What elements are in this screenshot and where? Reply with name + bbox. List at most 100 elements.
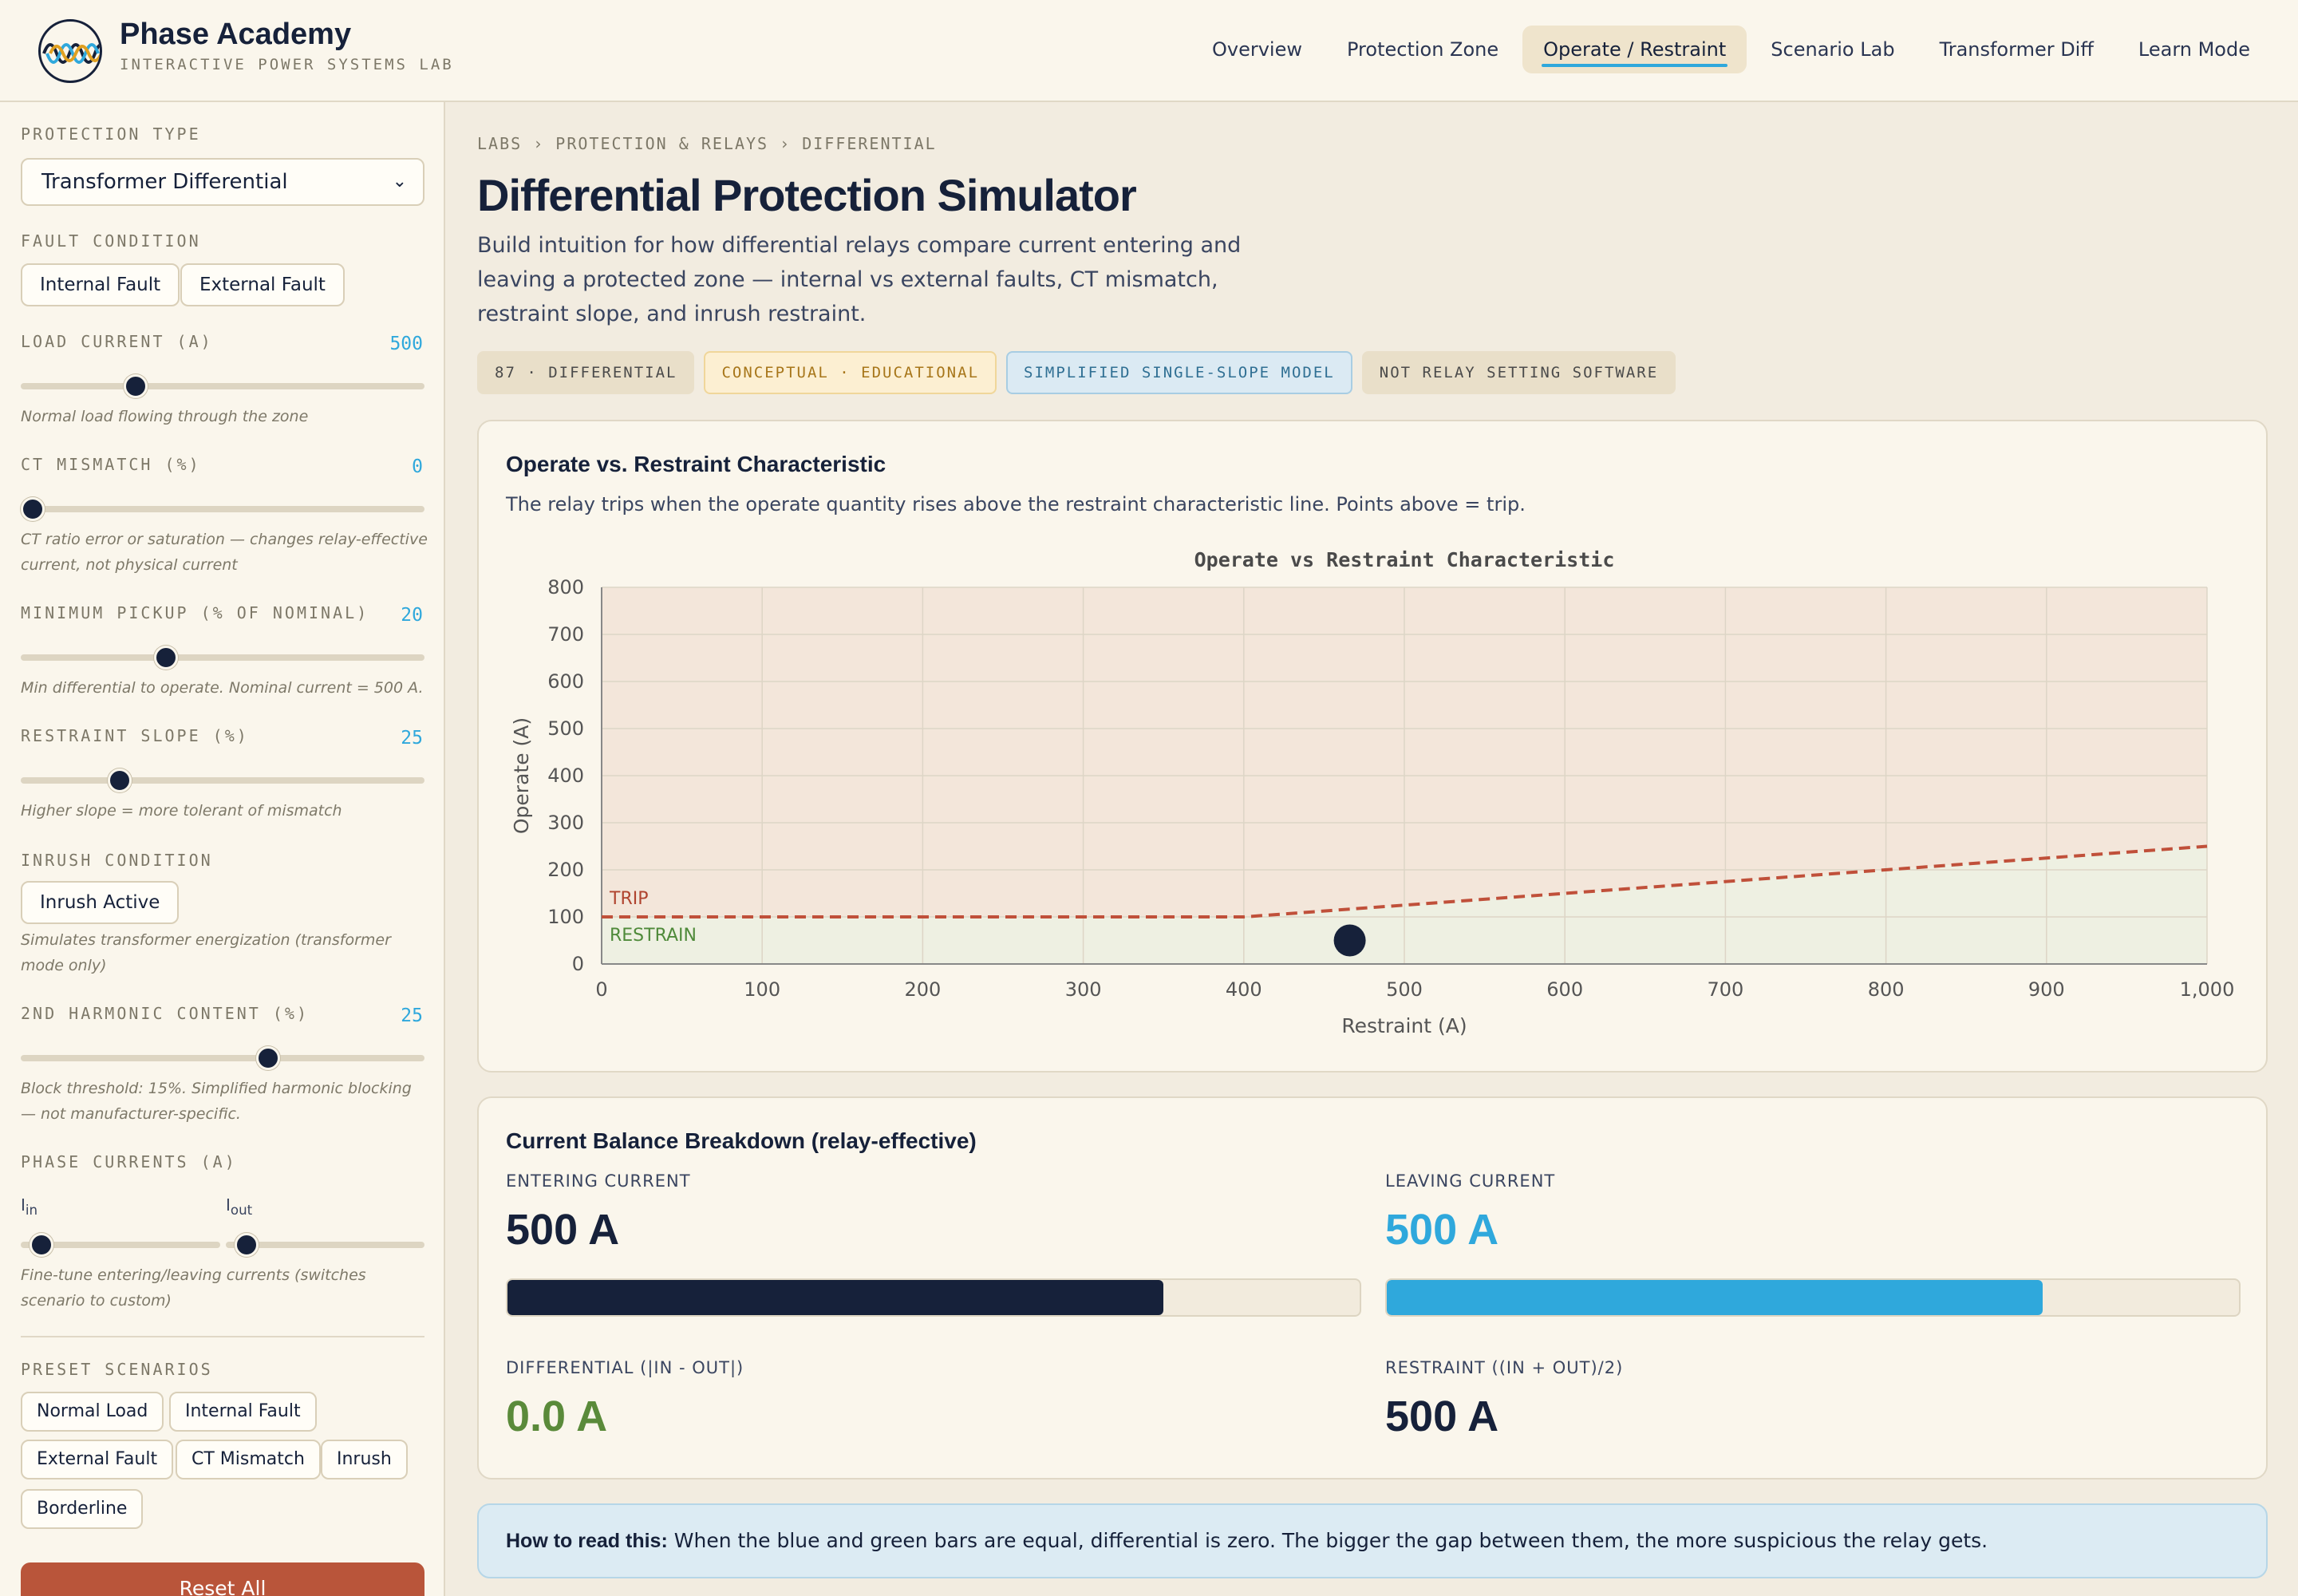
iout-slider-thumb[interactable] xyxy=(234,1233,259,1257)
external-fault-button[interactable]: External Fault xyxy=(180,263,345,306)
sine-wave-logo-icon[interactable] xyxy=(38,19,102,83)
x-tick-label: 800 xyxy=(1868,978,1905,1001)
tag-differential: 87 · DIFFERENTIAL xyxy=(477,351,695,394)
x-tick-label: 0 xyxy=(595,978,607,1001)
protection-type-select[interactable]: Transformer Differential ⌄ xyxy=(21,158,424,206)
fault-condition-label: FAULT CONDITION xyxy=(21,231,201,251)
x-tick-label: 200 xyxy=(904,978,941,1001)
restraint-characteristic-line xyxy=(602,844,2208,918)
ct-mismatch-help: CT ratio error or saturation — changes r… xyxy=(21,531,428,574)
restraint-label: RESTRAINT ((IN + OUT)/2) xyxy=(1385,1358,1624,1377)
nav-learn-mode[interactable]: Learn Mode xyxy=(2138,38,2250,61)
operate-restraint-chart[interactable]: 0 100 200 300 400 500 600 700 800 900 1,000 0 100 200… xyxy=(479,421,2266,1071)
breadcrumb: LABS › PROTECTION & RELAYS › DIFFERENTIA… xyxy=(477,134,937,153)
ct-mismatch-slider[interactable] xyxy=(21,497,424,521)
ct-mismatch-slider-thumb[interactable] xyxy=(21,497,45,521)
restraint-slope-slider[interactable] xyxy=(21,768,424,792)
leaving-current-value: 500 A xyxy=(1385,1206,1499,1254)
chart-title: Operate vs Restraint Characteristic xyxy=(1194,548,1615,571)
load-current-help: Normal load flowing through the zone xyxy=(21,408,309,425)
y-tick-label: 300 xyxy=(547,812,584,834)
preset-scenarios-label: PRESET SCENARIOS xyxy=(21,1360,213,1379)
restraint-value: 500 A xyxy=(1385,1393,1499,1440)
restraint-slope-slider-thumb[interactable] xyxy=(108,768,132,792)
x-tick-label: 400 xyxy=(1226,978,1262,1001)
minimum-pickup-slider-thumb[interactable] xyxy=(153,646,178,670)
x-tick-label: 100 xyxy=(744,978,780,1001)
y-tick-label: 700 xyxy=(547,623,584,646)
x-tick-label: 500 xyxy=(1386,978,1423,1001)
y-tick-label: 600 xyxy=(547,670,584,693)
ct-mismatch-label: CT MISMATCH (%) xyxy=(21,455,201,474)
restraint-slope-label: RESTRAINT SLOPE (%) xyxy=(21,726,249,745)
x-tick-label: 700 xyxy=(1707,978,1743,1001)
harmonic-content-slider-thumb[interactable] xyxy=(256,1046,281,1070)
load-current-slider[interactable] xyxy=(21,374,424,398)
preset-inrush[interactable]: Inrush xyxy=(321,1440,408,1479)
sidebar-divider xyxy=(21,1336,424,1337)
tag-disclaimer: NOT RELAY SETTING SOFTWARE xyxy=(1361,351,1676,394)
x-tick-label: 1,000 xyxy=(2180,978,2235,1001)
nav-scenario-lab[interactable]: Scenario Lab xyxy=(1771,38,1895,61)
minimum-pickup-slider[interactable] xyxy=(21,646,424,670)
entering-current-bar xyxy=(506,1278,1361,1317)
y-axis-label: Operate (A) xyxy=(510,717,533,834)
leaving-current-bar xyxy=(1385,1278,2241,1317)
y-tick-label: 800 xyxy=(547,576,584,598)
iout-label: Iout xyxy=(226,1195,253,1218)
x-axis-label: Restraint (A) xyxy=(1341,1014,1467,1037)
preset-external-fault[interactable]: External Fault xyxy=(21,1440,174,1479)
preset-borderline[interactable]: Borderline xyxy=(21,1489,144,1529)
reset-all-button[interactable]: Reset All xyxy=(21,1562,424,1596)
page-title: Differential Protection Simulator xyxy=(477,170,1137,220)
internal-fault-button[interactable]: Internal Fault xyxy=(21,263,180,306)
harmonic-content-slider[interactable] xyxy=(21,1046,424,1070)
inrush-condition-label: INRUSH CONDITION xyxy=(21,851,213,870)
harmonic-help: Block threshold: 15%. Simplified harmoni… xyxy=(21,1080,412,1123)
controls-sidebar: PROTECTION TYPE Transformer Differential… xyxy=(0,102,445,1596)
restraint-slope-help: Higher slope = more tolerant of mismatch xyxy=(21,802,342,820)
x-tick-label: 600 xyxy=(1546,978,1583,1001)
minimum-pickup-value: 20 xyxy=(401,605,423,626)
nav-overview[interactable]: Overview xyxy=(1212,38,1302,61)
nav-operate-restraint[interactable]: Operate / Restraint xyxy=(1522,26,1747,73)
differential-label: DIFFERENTIAL (|IN - OUT|) xyxy=(506,1358,744,1377)
load-current-value: 500 xyxy=(389,334,423,354)
x-tick-label: 300 xyxy=(1065,978,1102,1001)
iin-label: Iin xyxy=(21,1195,38,1218)
restrain-region-label: RESTRAIN xyxy=(610,926,697,946)
characteristic-card-title: Operate vs. Restraint Characteristic xyxy=(506,452,886,476)
tag-conceptual: CONCEPTUAL · EDUCATIONAL xyxy=(704,351,997,394)
balance-card: Current Balance Breakdown (relay-effecti… xyxy=(477,1096,2268,1479)
harmonic-content-value: 25 xyxy=(401,1005,423,1026)
page-description: Build intuition for how differential rel… xyxy=(477,233,1242,326)
chevron-down-icon: ⌄ xyxy=(392,172,407,192)
protection-type-value: Transformer Differential xyxy=(41,170,288,194)
leaving-current-label: LEAVING CURRENT xyxy=(1385,1171,1556,1191)
protection-type-label: PROTECTION TYPE xyxy=(21,124,201,144)
x-tick-label: 900 xyxy=(2028,978,2065,1001)
preset-ct-mismatch[interactable]: CT Mismatch xyxy=(176,1440,321,1479)
tag-model: SIMPLIFIED SINGLE-SLOPE MODEL xyxy=(1006,351,1352,394)
nav-transformer-diff[interactable]: Transformer Diff xyxy=(1939,38,2094,61)
nav-protection-zone[interactable]: Protection Zone xyxy=(1347,38,1499,61)
brand-subtitle: INTERACTIVE POWER SYSTEMS LAB xyxy=(120,56,454,73)
inrush-active-button[interactable]: Inrush Active xyxy=(21,881,180,924)
preset-internal-fault[interactable]: Internal Fault xyxy=(169,1392,317,1432)
iout-slider[interactable] xyxy=(226,1233,424,1257)
iin-slider[interactable] xyxy=(21,1233,220,1257)
main-nav: Overview Protection Zone Operate / Restr… xyxy=(1188,26,2271,73)
operating-point xyxy=(1333,924,1366,957)
y-tick-label: 200 xyxy=(547,859,584,881)
phase-currents-help: Fine-tune entering/leaving currents (swi… xyxy=(21,1266,366,1310)
load-current-slider-thumb[interactable] xyxy=(123,374,148,398)
y-tick-label: 400 xyxy=(547,764,584,787)
minimum-pickup-label: MINIMUM PICKUP (% OF NOMINAL) xyxy=(21,603,369,622)
brand-title[interactable]: Phase Academy xyxy=(120,18,352,51)
entering-current-bar-fill xyxy=(507,1280,1164,1315)
preset-normal-load[interactable]: Normal Load xyxy=(21,1392,164,1432)
iin-slider-thumb[interactable] xyxy=(30,1233,53,1257)
characteristic-card: Operate vs. Restraint Characteristic The… xyxy=(477,420,2268,1073)
minimum-pickup-help: Min differential to operate. Nominal cur… xyxy=(21,679,424,697)
restraint-slope-value: 25 xyxy=(401,728,423,749)
